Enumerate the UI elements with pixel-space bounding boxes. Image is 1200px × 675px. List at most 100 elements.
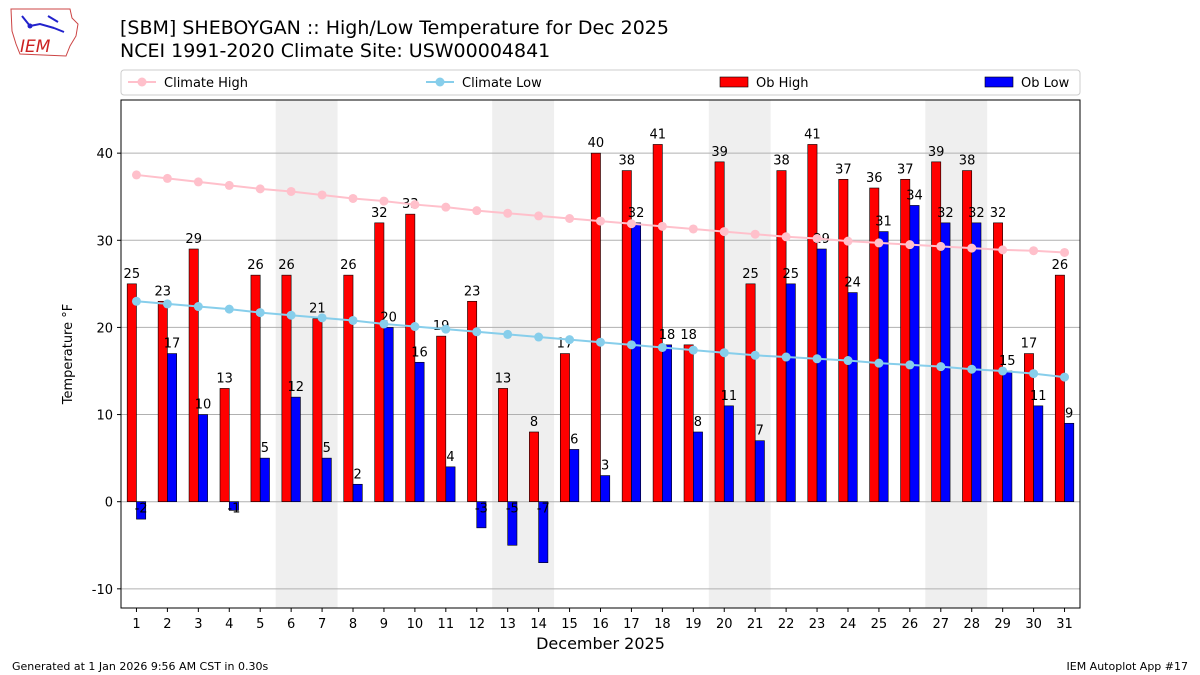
bar-value-label: 31: [875, 215, 892, 230]
x-tick-label: 30: [1025, 617, 1042, 632]
climate-low-point: [905, 360, 915, 370]
bar-value-label: 32: [990, 206, 1007, 221]
bar-value-label: 18: [659, 328, 676, 343]
x-tick-label: 31: [1056, 617, 1073, 632]
legend-label: Climate Low: [462, 76, 542, 91]
y-tick-label: 30: [96, 234, 113, 249]
bar-value-label: 7: [756, 424, 764, 439]
climate-high-point: [162, 173, 172, 183]
climate-high-point: [905, 240, 915, 250]
ob-high-bar: [838, 178, 849, 502]
x-tick-label: 20: [716, 617, 733, 632]
climate-high-point: [812, 234, 822, 244]
ob-high-bar: [498, 388, 508, 502]
bar-value-label: 37: [897, 162, 914, 177]
ob-high-bar: [219, 388, 230, 502]
x-tick-label: 5: [256, 617, 264, 632]
ob-high-bar: [529, 431, 539, 502]
bar-value-label: 40: [588, 136, 605, 151]
climate-high-point: [503, 208, 513, 218]
x-tick-label: 15: [561, 617, 578, 632]
ob-low-bar: [476, 501, 487, 529]
climate-low-point: [379, 319, 389, 329]
ob-low-bar: [600, 475, 611, 502]
climate-high-point: [224, 180, 234, 190]
bar-value-label: -5: [506, 502, 519, 517]
ob-high-bar: [281, 274, 292, 502]
y-tick-label: -10: [92, 583, 113, 598]
ob-low-bar: [909, 205, 920, 502]
ob-high-bar: [374, 222, 385, 502]
climate-high-point: [781, 232, 791, 242]
climate-high-point: [967, 243, 977, 253]
climate-high-point: [874, 238, 884, 248]
ob-low-bar: [1033, 405, 1044, 502]
ob-low-bar: [414, 361, 425, 502]
bar-value-label: 2: [354, 467, 362, 482]
climate-high-point: [657, 221, 667, 231]
x-tick-label: 19: [685, 617, 702, 632]
ob-low-bar: [198, 414, 208, 502]
ob-low-bar: [352, 483, 363, 502]
legend-label: Climate High: [164, 76, 248, 91]
x-tick-label: 16: [592, 617, 609, 632]
ob-low-bar: [228, 501, 239, 511]
logo-text: IEM: [20, 37, 51, 57]
ob-low-bar: [167, 353, 177, 502]
ob-low-bar: [693, 431, 703, 502]
bar-value-label: 37: [835, 162, 852, 177]
bar-value-label: 39: [711, 145, 728, 160]
bar-value-label: 39: [928, 145, 945, 160]
climate-low-point: [812, 354, 822, 364]
climate-low-point: [410, 322, 420, 332]
bar-value-label: 11: [1030, 389, 1047, 404]
bar-value-label: 17: [1021, 337, 1038, 352]
x-tick-label: 23: [809, 617, 826, 632]
bar-value-label: 32: [937, 206, 954, 221]
bar-value-label: 25: [124, 267, 141, 282]
bar-value-label: 25: [782, 267, 799, 282]
legend-marker: [137, 77, 147, 87]
climate-low-point: [193, 302, 203, 312]
climate-high-point: [565, 214, 575, 224]
climate-high-point: [317, 190, 327, 200]
bar-value-label: 8: [530, 415, 538, 430]
climate-low-point: [224, 304, 234, 314]
climate-high-point: [255, 184, 265, 194]
bar-value-label: 6: [570, 432, 578, 447]
climate-high-point: [596, 216, 605, 226]
ob-low-bar: [1064, 422, 1075, 502]
ob-low-bar: [754, 440, 765, 502]
ob-high-bar: [405, 213, 416, 502]
climate-low-point: [596, 337, 605, 347]
bar-value-label: 13: [495, 371, 512, 386]
ob-high-bar: [683, 344, 694, 502]
chart-title: [SBM] SHEBOYGAN :: High/Low Temperature …: [120, 17, 669, 39]
bar-value-label: 26: [1052, 258, 1069, 273]
x-tick-label: 3: [194, 617, 202, 632]
climate-low-point: [534, 332, 544, 342]
bar-value-label: 10: [195, 398, 212, 413]
bar-value-label: -7: [537, 502, 550, 517]
bar-value-label: 38: [619, 154, 636, 169]
climate-low-point: [936, 362, 946, 372]
bar-value-label: 38: [773, 154, 790, 169]
ob-low-bar: [723, 405, 734, 502]
footer-generated: Generated at 1 Jan 2026 9:56 AM CST in 0…: [12, 660, 269, 673]
bar-value-label: 4: [446, 450, 454, 465]
legend-label: Ob Low: [1021, 76, 1070, 91]
x-tick-label: 9: [380, 617, 388, 632]
legend-marker: [435, 77, 445, 87]
ob-low-bar: [662, 344, 672, 502]
climate-high-point: [688, 224, 698, 234]
bar-value-label: 5: [261, 441, 269, 456]
y-tick-label: 20: [96, 321, 113, 336]
climate-high-point: [843, 236, 853, 246]
bar-value-label: 11: [721, 389, 738, 404]
ob-high-bar: [559, 353, 570, 502]
ob-high-bar: [312, 318, 323, 502]
x-tick-label: 27: [933, 617, 950, 632]
climate-low-point: [781, 352, 791, 362]
legend-bar-swatch: [719, 76, 749, 88]
x-tick-label: 6: [287, 617, 295, 632]
